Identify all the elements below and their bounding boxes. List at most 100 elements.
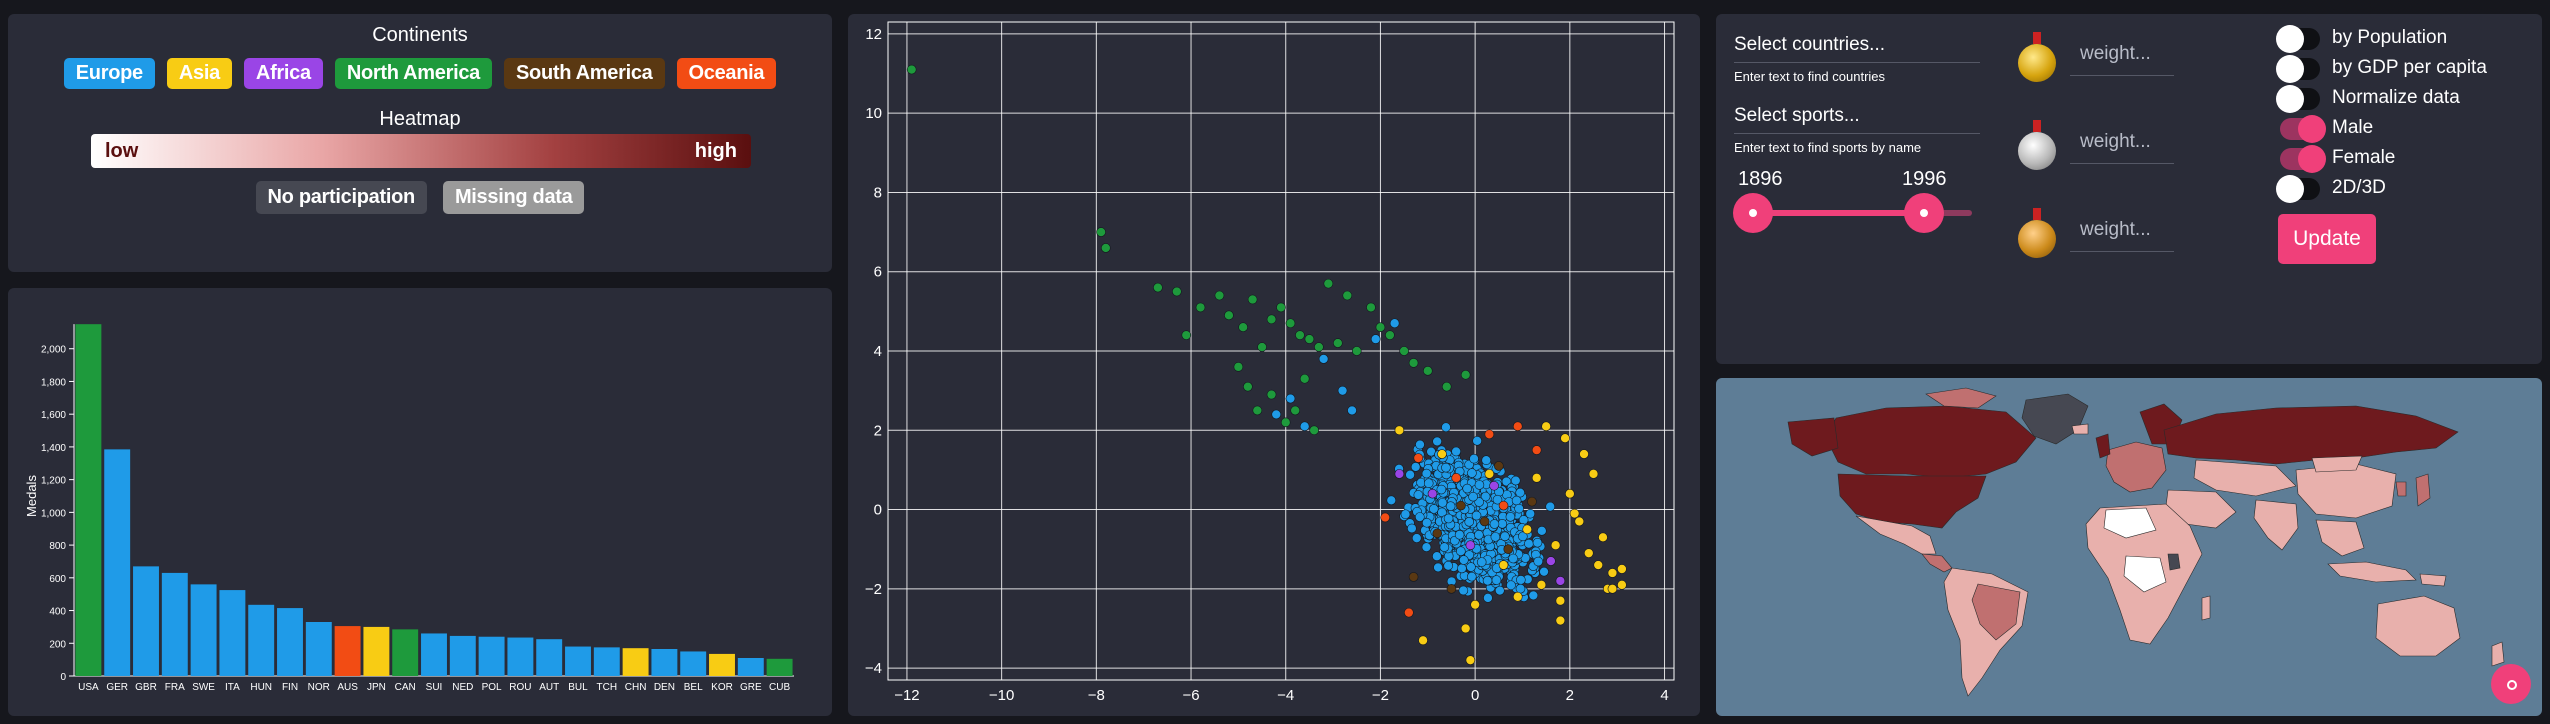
scatter-point-asia[interactable] <box>1617 564 1627 574</box>
scatter-point-asia[interactable] <box>1470 599 1480 610</box>
map-reset-button[interactable] <box>2491 664 2531 704</box>
scatter-point-asia[interactable] <box>1555 615 1566 626</box>
bar-ita[interactable] <box>219 590 246 676</box>
bar-ned[interactable] <box>449 635 476 676</box>
toggle-by-population[interactable] <box>2276 25 2320 53</box>
scatter-point-north-america[interactable] <box>1399 346 1409 356</box>
bar-swe[interactable] <box>190 584 217 676</box>
scatter-point-north-america[interactable] <box>1422 366 1433 376</box>
bar-gre[interactable] <box>737 658 764 676</box>
bronze-weight-input[interactable] <box>2070 208 2174 252</box>
scatter-point-africa[interactable] <box>1465 540 1476 551</box>
scatter-point-asia[interactable] <box>1418 635 1428 646</box>
bar-aus[interactable] <box>334 626 361 676</box>
select-sports-field[interactable]: Select sports... <box>1734 105 1860 126</box>
scatter-point-asia[interactable] <box>1541 421 1551 432</box>
scatter-point-north-america[interactable] <box>1181 330 1192 340</box>
scatter-point-asia[interactable] <box>1437 449 1447 459</box>
scatter-point-asia[interactable] <box>1579 449 1589 459</box>
scatter-point-asia[interactable] <box>1394 425 1405 436</box>
bar-fin[interactable] <box>277 608 303 676</box>
bar-pol[interactable] <box>478 636 505 676</box>
scatter-point-asia[interactable] <box>1607 568 1618 578</box>
scatter-point-oceania[interactable] <box>1451 473 1461 483</box>
scatter-point-north-america[interactable] <box>1238 322 1248 333</box>
scatter-point-north-america[interactable] <box>1257 342 1267 352</box>
scatter-point-asia[interactable] <box>1531 473 1542 483</box>
bar-den[interactable] <box>651 649 678 676</box>
scatter-point-asia[interactable] <box>1484 469 1495 479</box>
scatter-point-asia[interactable] <box>1560 433 1570 444</box>
scatter-point-oceania[interactable] <box>1380 512 1390 523</box>
scatter-point-north-america[interactable] <box>1366 302 1376 313</box>
gold-weight-input[interactable] <box>2070 32 2174 76</box>
select-countries-field[interactable]: Select countries... <box>1734 34 1886 55</box>
scatter-point-north-america[interactable] <box>1460 369 1471 380</box>
scatter-point-north-america[interactable] <box>1314 342 1324 352</box>
scatter-point-asia[interactable] <box>1565 488 1575 499</box>
bar-ger[interactable] <box>104 449 131 676</box>
scatter-point-north-america[interactable] <box>906 64 917 75</box>
scatter-point-north-america[interactable] <box>1266 389 1277 400</box>
bar-sui[interactable] <box>421 633 447 676</box>
scatter-point-south-america[interactable] <box>1479 516 1490 527</box>
scatter-point-north-america[interactable] <box>1285 318 1296 329</box>
toggle-male[interactable] <box>2280 115 2326 143</box>
scatter-point-north-america[interactable] <box>1342 290 1353 301</box>
scatter-point-north-america[interactable] <box>1351 346 1362 356</box>
scatter-point-north-america[interactable] <box>1247 294 1258 305</box>
scatter-point-north-america[interactable] <box>1214 290 1225 301</box>
scatter-point-north-america[interactable] <box>1304 334 1315 344</box>
continent-chip-europe[interactable]: Europe <box>63 58 155 89</box>
bar-jpn[interactable] <box>363 626 390 676</box>
year-start-thumb[interactable] <box>1733 193 1773 233</box>
scatter-point-asia[interactable] <box>1598 532 1608 543</box>
bar-aut[interactable] <box>536 639 563 676</box>
continent-chip-south-america[interactable]: South America <box>503 58 665 89</box>
scatter-point-north-america[interactable] <box>1323 278 1334 289</box>
scatter-point-europe[interactable] <box>1337 385 1348 396</box>
bar-kor[interactable] <box>709 653 735 676</box>
bar-bel[interactable] <box>680 651 707 676</box>
scatter-point-oceania[interactable] <box>1531 445 1542 455</box>
scatter-point-europe[interactable] <box>1389 318 1400 329</box>
scatter-point-africa[interactable] <box>1546 556 1556 566</box>
bar-bul[interactable] <box>565 646 591 676</box>
scatter-point-europe[interactable] <box>1285 393 1296 404</box>
scatter-point-asia[interactable] <box>1498 560 1509 570</box>
bar-fra[interactable] <box>161 572 188 676</box>
scatter-point-north-america[interactable] <box>1290 405 1301 416</box>
scatter-point-north-america[interactable] <box>1172 286 1182 297</box>
scatter-point-europe[interactable] <box>1347 405 1357 416</box>
scatter-point-oceania[interactable] <box>1404 607 1414 618</box>
scatter-point-north-america[interactable] <box>1299 373 1310 384</box>
scatter-point-north-america[interactable] <box>1233 362 1244 372</box>
scatter-point-asia[interactable] <box>1607 584 1618 594</box>
bar-cub[interactable] <box>766 658 793 676</box>
scatter-point-north-america[interactable] <box>1333 338 1343 348</box>
continent-chip-africa[interactable]: Africa <box>243 58 323 89</box>
silver-weight-input[interactable] <box>2070 120 2174 164</box>
scatter-point-africa[interactable] <box>1394 469 1405 479</box>
bar-gbr[interactable] <box>133 566 159 676</box>
update-button[interactable]: Update <box>2278 214 2376 264</box>
toggle-2d-3d[interactable] <box>2276 175 2320 203</box>
continent-chip-north-america[interactable]: North America <box>334 58 492 89</box>
scatter-point-asia[interactable] <box>1574 516 1585 527</box>
scatter-point-north-america[interactable] <box>1385 330 1395 340</box>
bar-can[interactable] <box>392 629 419 676</box>
bar-hun[interactable] <box>248 604 275 676</box>
toggle-normalize-data[interactable] <box>2276 85 2320 113</box>
scatter-point-north-america[interactable] <box>1280 417 1291 428</box>
scatter-point-oceania[interactable] <box>1413 453 1424 463</box>
bar-tch[interactable] <box>593 647 620 676</box>
scatter-point-europe[interactable] <box>1370 334 1381 344</box>
scatter-point-asia[interactable] <box>1536 580 1547 590</box>
scatter-point-south-america[interactable] <box>1432 528 1443 539</box>
scatter-point-asia[interactable] <box>1583 548 1594 558</box>
scatter-point-north-america[interactable] <box>1408 358 1419 368</box>
scatter-point-asia[interactable] <box>1460 623 1471 634</box>
scatter-point-asia[interactable] <box>1512 591 1523 602</box>
scatter-point-north-america[interactable] <box>1276 302 1286 313</box>
scatter-point-south-america[interactable] <box>1494 461 1504 471</box>
